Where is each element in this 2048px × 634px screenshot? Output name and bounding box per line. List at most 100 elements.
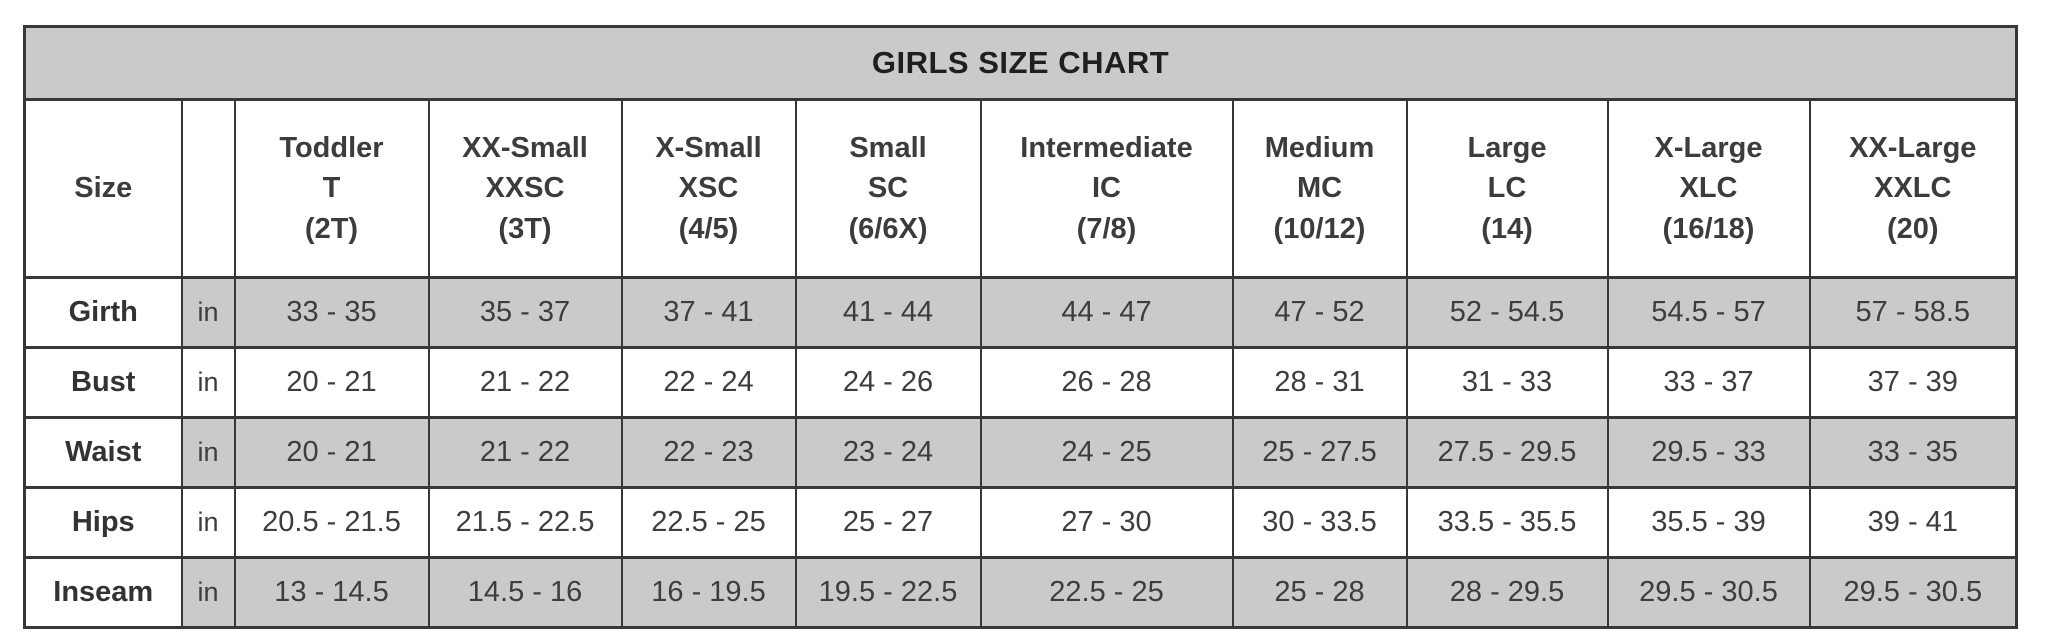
value-cell: 33 - 35 (233, 276, 430, 349)
column-header-x-large: X-Large XLC (16/18) (1606, 98, 1811, 279)
column-header-xx-small: XX-Small XXSC (3T) (427, 98, 623, 279)
row-label-girth: Girth (23, 276, 183, 349)
column-header-name: Medium (1264, 132, 1375, 165)
column-header-code: XXLC (1874, 172, 1952, 205)
column-header-x-small: X-Small XSC (4/5) (620, 98, 797, 279)
column-header-sizes: (14) (1481, 212, 1533, 245)
girls-size-chart-table: GIRLS SIZE CHART Size Toddler T (2T) XX-Sma… (23, 25, 2019, 629)
value-cell: 22 - 24 (620, 346, 797, 419)
value-cell: 27 - 30 (979, 486, 1234, 559)
value-cell: 54.5 - 57 (1606, 276, 1811, 349)
value-cell: 29.5 - 33 (1606, 416, 1811, 489)
unit-cell: in (180, 556, 236, 629)
row-label-bust: Bust (23, 346, 183, 419)
unit-column-header-empty (180, 98, 236, 279)
value-cell: 39 - 41 (1808, 486, 2018, 559)
value-cell: 24 - 25 (979, 416, 1234, 489)
value-cell: 33 - 37 (1606, 346, 1811, 419)
unit-cell: in (180, 416, 236, 489)
value-cell: 26 - 28 (979, 346, 1234, 419)
value-cell: 16 - 19.5 (620, 556, 797, 629)
column-header-sizes: (3T) (498, 212, 552, 245)
column-header-code: XXSC (485, 172, 565, 205)
measurement-row-girth: Girth in 33 - 35 35 - 37 37 - 41 41 - 44 44 - … (23, 276, 2018, 349)
measurement-row-waist: Waist in 20 - 21 21 - 22 22 - 23 23 - 24 24 - … (23, 416, 2018, 489)
value-cell: 14.5 - 16 (427, 556, 623, 629)
value-cell: 22.5 - 25 (620, 486, 797, 559)
value-cell: 57 - 58.5 (1808, 276, 2018, 349)
value-cell: 33.5 - 35.5 (1405, 486, 1609, 559)
value-cell: 21.5 - 22.5 (427, 486, 623, 559)
value-cell: 25 - 27.5 (1231, 416, 1408, 489)
row-label-inseam: Inseam (23, 556, 183, 629)
value-cell: 28 - 31 (1231, 346, 1408, 419)
column-header-intermediate: Intermediate IC (7/8) (979, 98, 1234, 279)
value-cell: 41 - 44 (794, 276, 982, 349)
value-cell: 22 - 23 (620, 416, 797, 489)
value-cell: 47 - 52 (1231, 276, 1408, 349)
value-cell: 25 - 28 (1231, 556, 1408, 629)
column-header-name: X-Small (655, 132, 762, 165)
value-cell: 19.5 - 22.5 (794, 556, 982, 629)
value-cell: 21 - 22 (427, 416, 623, 489)
column-header-large: Large LC (14) (1405, 98, 1609, 279)
value-cell: 20 - 21 (233, 346, 430, 419)
column-header-sizes: (16/18) (1662, 212, 1755, 245)
value-cell: 52 - 54.5 (1405, 276, 1609, 349)
column-header-sizes: (7/8) (1076, 212, 1137, 245)
value-cell: 35.5 - 39 (1606, 486, 1811, 559)
column-header-name: Toddler (279, 132, 384, 165)
value-cell: 28 - 29.5 (1405, 556, 1609, 629)
measurement-row-hips: Hips in 20.5 - 21.5 21.5 - 22.5 22.5 - 25 25 … (23, 486, 2018, 559)
column-header-name: Large (1467, 132, 1547, 165)
unit-cell: in (180, 276, 236, 349)
column-header-name: XX-Small (462, 132, 588, 165)
size-corner-header: Size (23, 98, 183, 279)
value-cell: 37 - 39 (1808, 346, 2018, 419)
value-cell: 21 - 22 (427, 346, 623, 419)
unit-cell: in (180, 346, 236, 419)
value-cell: 35 - 37 (427, 276, 623, 349)
value-cell: 30 - 33.5 (1231, 486, 1408, 559)
row-label-waist: Waist (23, 416, 183, 489)
column-header-xx-large: XX-Large XXLC (20) (1808, 98, 2018, 279)
header-row: Size Toddler T (2T) XX-Small XXSC (3T) X-Small… (23, 98, 2018, 279)
column-header-sizes: (20) (1887, 212, 1939, 245)
column-header-sizes: (10/12) (1273, 212, 1366, 245)
value-cell: 37 - 41 (620, 276, 797, 349)
column-header-name: XX-Large (1849, 132, 1977, 165)
column-header-name: X-Large (1654, 132, 1763, 165)
column-header-code: LC (1487, 172, 1527, 205)
column-header-code: IC (1092, 172, 1121, 205)
column-header-sizes: (2T) (304, 212, 359, 245)
chart-title: GIRLS SIZE CHART (23, 25, 2018, 101)
column-header-code: MC (1296, 172, 1343, 205)
column-header-code: XSC (678, 172, 739, 205)
value-cell: 33 - 35 (1808, 416, 2018, 489)
value-cell: 25 - 27 (794, 486, 982, 559)
column-header-code: T (322, 172, 341, 205)
column-header-name: Intermediate (1020, 132, 1193, 165)
value-cell: 24 - 26 (794, 346, 982, 419)
value-cell: 20.5 - 21.5 (233, 486, 430, 559)
value-cell: 27.5 - 29.5 (1405, 416, 1609, 489)
column-header-name: Small (849, 132, 927, 165)
value-cell: 13 - 14.5 (233, 556, 430, 629)
column-header-code: XLC (1679, 172, 1738, 205)
measurement-row-inseam: Inseam in 13 - 14.5 14.5 - 16 16 - 19.5 19.5 … (23, 556, 2018, 629)
column-header-sizes: (6/6X) (848, 212, 928, 245)
column-header-medium: Medium MC (10/12) (1231, 98, 1408, 279)
value-cell: 29.5 - 30.5 (1808, 556, 2018, 629)
title-row: GIRLS SIZE CHART (23, 25, 2018, 101)
column-header-toddler: Toddler T (2T) (233, 98, 430, 279)
column-header-sizes: (4/5) (678, 212, 739, 245)
column-header-small: Small SC (6/6X) (794, 98, 982, 279)
value-cell: 31 - 33 (1405, 346, 1609, 419)
row-label-hips: Hips (23, 486, 183, 559)
value-cell: 44 - 47 (979, 276, 1234, 349)
value-cell: 23 - 24 (794, 416, 982, 489)
unit-cell: in (180, 486, 236, 559)
column-header-code: SC (867, 172, 909, 205)
value-cell: 22.5 - 25 (979, 556, 1234, 629)
